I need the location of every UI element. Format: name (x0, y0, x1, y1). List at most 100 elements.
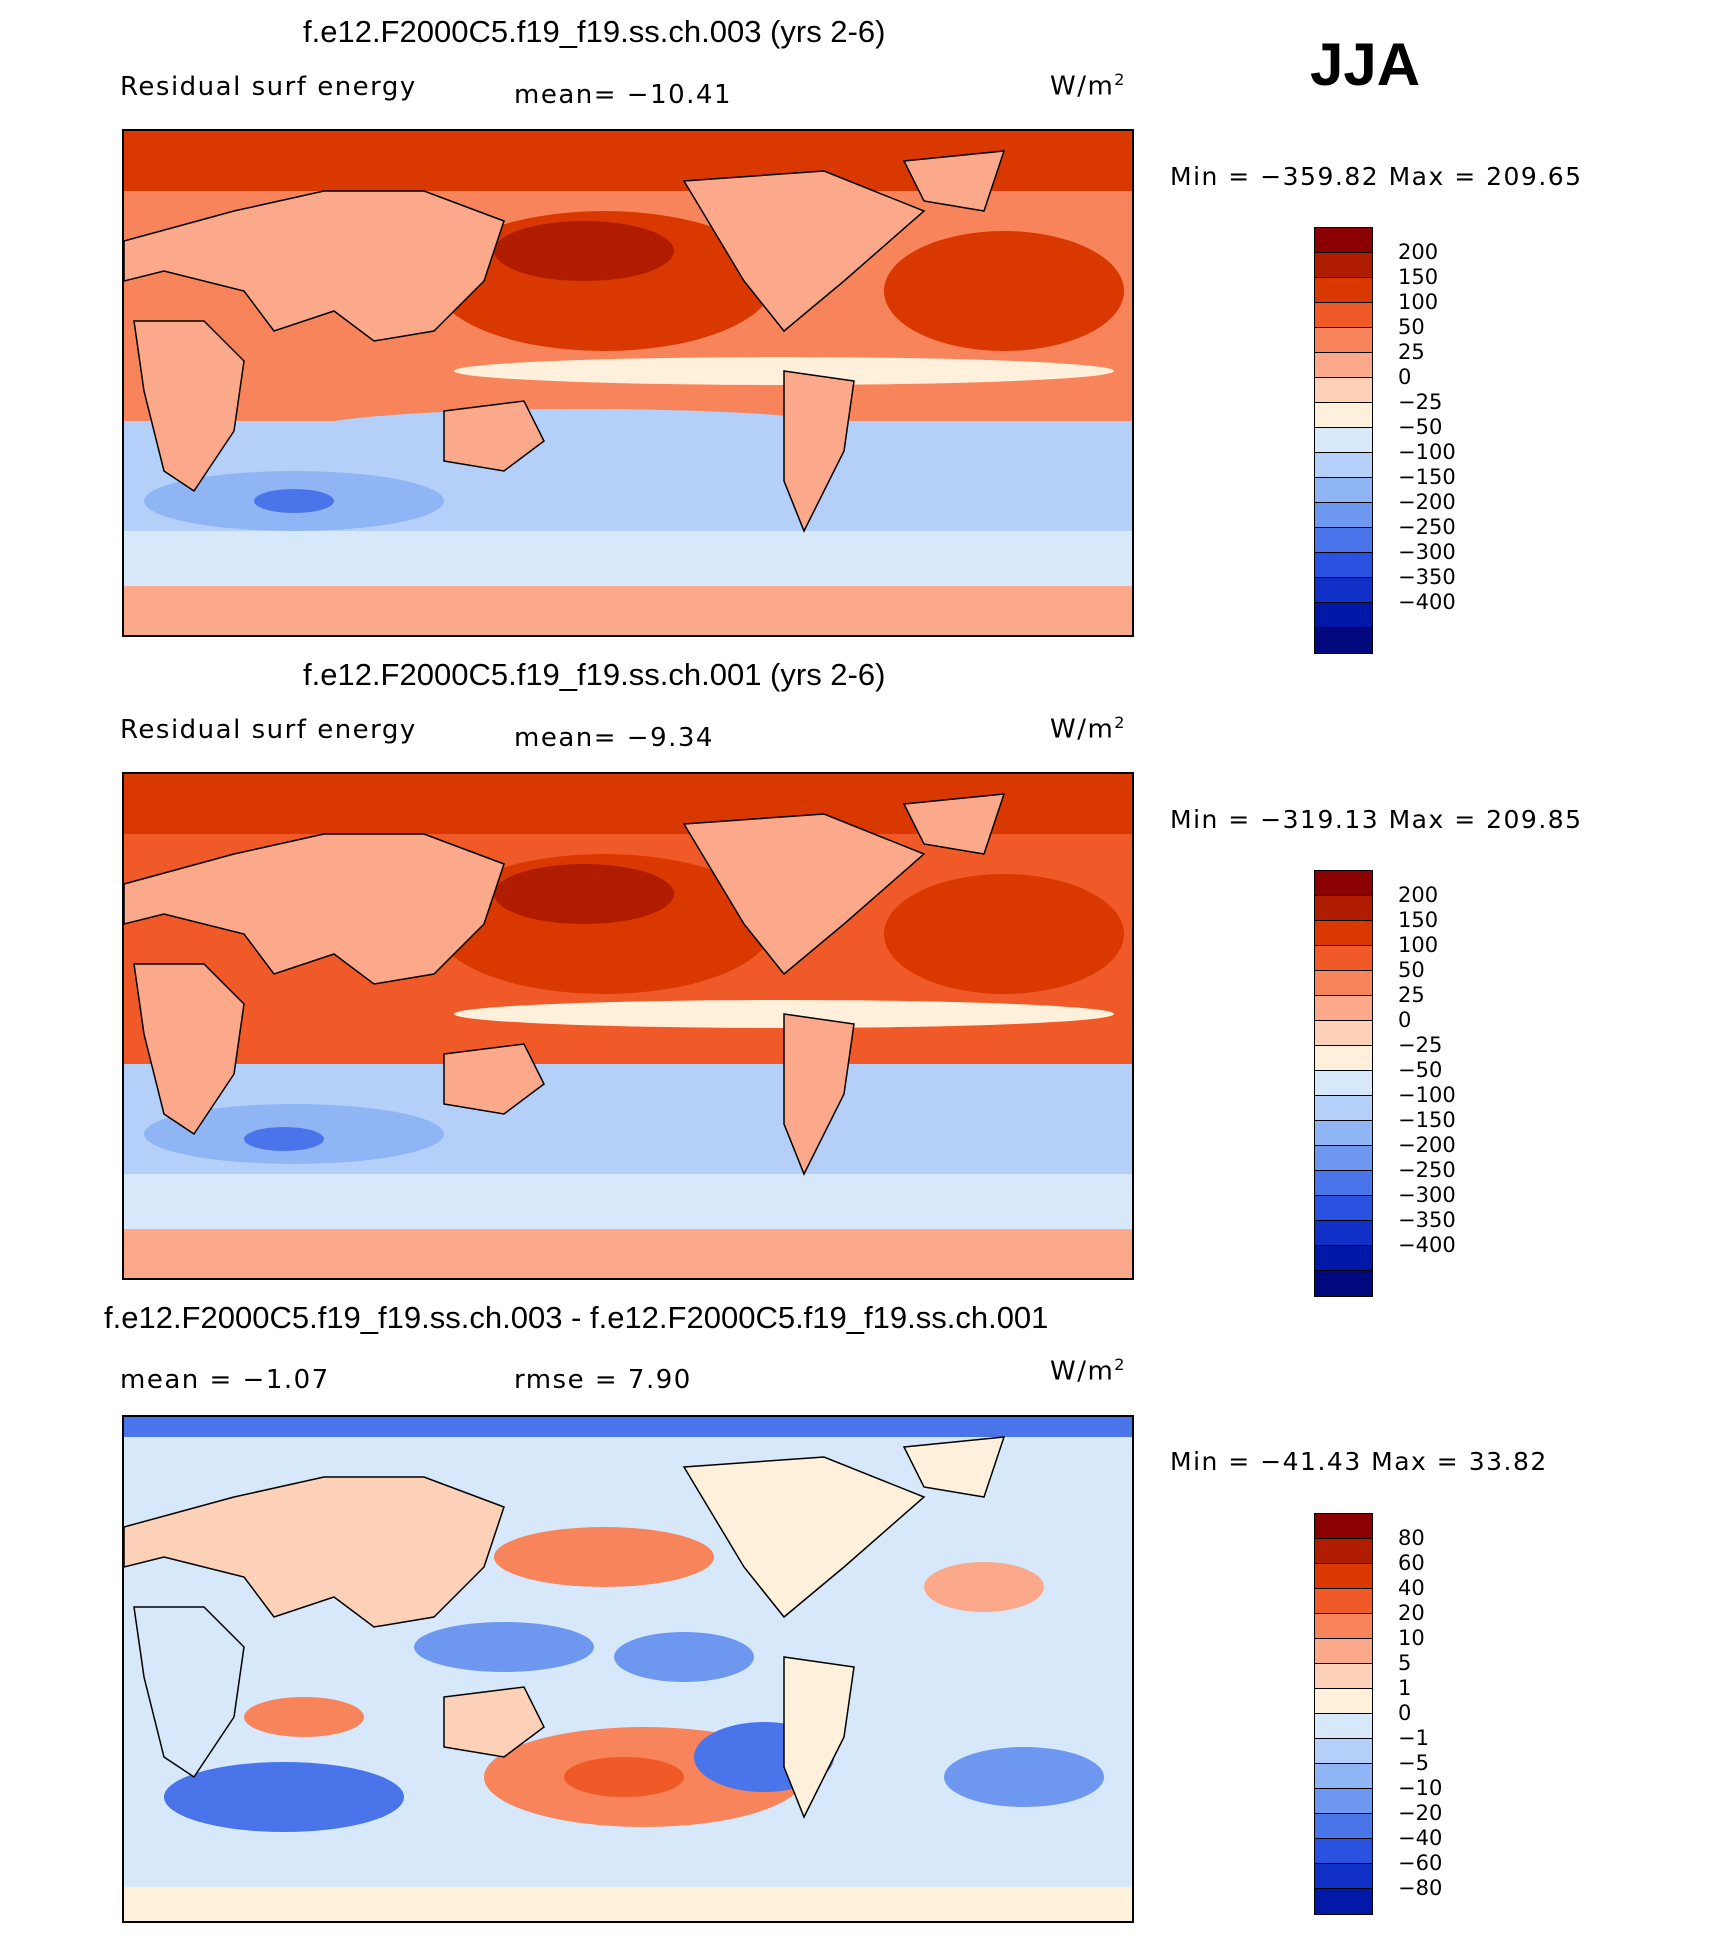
colorbar-tick-label: 0 (1398, 1701, 1412, 1725)
colorbar-swatch (1315, 1196, 1372, 1221)
colorbar-tick-label: 80 (1398, 1526, 1425, 1550)
colorbar-tick-label: −25 (1398, 1033, 1443, 1057)
panel-2-minmax: Min = −319.13 Max = 209.85 (1170, 805, 1583, 834)
colorbar-tick-label: 5 (1398, 1651, 1412, 1675)
panel-3-mean: mean = −1.07 (120, 1365, 330, 1395)
colorbar-swatch (1315, 1221, 1372, 1246)
colorbar-swatch (1315, 946, 1372, 971)
south-indian-cool (164, 1762, 404, 1832)
panel-2-colorbar (1314, 870, 1373, 1297)
panel-1-colorbar (1314, 227, 1373, 654)
panel-3-colorbar (1314, 1513, 1373, 1915)
panel-3-minmax: Min = −41.43 Max = 33.82 (1170, 1447, 1548, 1476)
colorbar-swatch (1315, 453, 1372, 478)
colorbar-tick-label: 60 (1398, 1551, 1425, 1575)
indian-warm (244, 1697, 364, 1737)
south-pacific-core (564, 1757, 684, 1797)
north-atlantic-max (884, 874, 1124, 994)
colorbar-swatch (1315, 1739, 1372, 1764)
greenland-land (902, 150, 1006, 212)
panel-2-variable: Residual surf energy (120, 715, 417, 745)
colorbar-tick-label: 100 (1398, 933, 1439, 957)
australia-land (443, 1043, 545, 1115)
colorbar-tick-label: −25 (1398, 390, 1443, 414)
colorbar-swatch (1315, 1121, 1372, 1146)
panel-3-title: f.e12.F2000C5.f19_f19.ss.ch.003 - f.e12.… (104, 1300, 1049, 1335)
colorbar-swatch (1315, 1071, 1372, 1096)
antarctica (124, 1229, 1132, 1278)
north-pacific-core (494, 864, 674, 924)
colorbar-swatch (1315, 1539, 1372, 1564)
colorbar-tick-label: −10 (1398, 1776, 1443, 1800)
colorbar-swatch (1315, 1639, 1372, 1664)
colorbar-tick-label: −80 (1398, 1876, 1443, 1900)
colorbar-tick-label: −1 (1398, 1726, 1429, 1750)
colorbar-tick-label: −250 (1398, 1158, 1456, 1182)
south-indian-core (254, 489, 334, 513)
colorbar-swatch (1315, 1171, 1372, 1196)
panel-1-map-svg (124, 131, 1132, 635)
colorbar-tick-label: −350 (1398, 565, 1456, 589)
colorbar-swatch (1315, 228, 1372, 253)
north-atlantic-warm (924, 1562, 1044, 1612)
colorbar-swatch (1315, 1764, 1372, 1789)
colorbar-tick-label: −300 (1398, 540, 1456, 564)
colorbar-tick-label: −40 (1398, 1826, 1443, 1850)
australia-land (443, 400, 545, 472)
colorbar-swatch (1315, 1589, 1372, 1614)
colorbar-swatch (1315, 1096, 1372, 1121)
colorbar-swatch (1315, 403, 1372, 428)
colorbar-tick-label: −400 (1398, 1233, 1456, 1257)
eurasia-land (124, 833, 505, 985)
colorbar-swatch (1315, 1046, 1372, 1071)
antarctica (124, 586, 1132, 635)
greenland-land (902, 793, 1006, 855)
colorbar-swatch (1315, 578, 1372, 603)
colorbar-tick-label: 200 (1398, 240, 1439, 264)
eurasia-land (124, 1476, 505, 1628)
colorbar-swatch (1315, 503, 1372, 528)
panel-3-rmse: rmse = 7.90 (514, 1365, 692, 1395)
colorbar-tick-label: −20 (1398, 1801, 1443, 1825)
panel-2-map-svg (124, 774, 1132, 1278)
colorbar-tick-label: −250 (1398, 515, 1456, 539)
colorbar-tick-label: 40 (1398, 1576, 1425, 1600)
colorbar-swatch (1315, 1564, 1372, 1589)
colorbar-tick-label: −200 (1398, 490, 1456, 514)
south-america-land (783, 1013, 855, 1176)
eurasia-land (124, 190, 505, 342)
colorbar-swatch (1315, 1271, 1372, 1296)
colorbar-tick-label: −50 (1398, 1058, 1443, 1082)
panel-3-units: W/m2 (1050, 1355, 1126, 1387)
colorbar-tick-label: 25 (1398, 340, 1425, 364)
colorbar-tick-label: −150 (1398, 1108, 1456, 1132)
colorbar-swatch (1315, 871, 1372, 896)
colorbar-swatch (1315, 253, 1372, 278)
colorbar-swatch (1315, 1614, 1372, 1639)
africa-land (133, 320, 245, 493)
south-indian-core (244, 1127, 324, 1151)
colorbar-tick-label: 1 (1398, 1676, 1412, 1700)
colorbar-tick-label: 150 (1398, 908, 1439, 932)
north-america-land (682, 170, 926, 333)
greenland-land (902, 1436, 1006, 1498)
arctic-band (124, 1417, 1132, 1437)
panel-1-units: W/m2 (1050, 70, 1126, 102)
panel-3-map-svg (124, 1417, 1132, 1921)
panel-2-title: f.e12.F2000C5.f19_f19.ss.ch.001 (yrs 2-6… (303, 657, 886, 692)
colorbar-tick-label: −5 (1398, 1751, 1429, 1775)
colorbar-swatch (1315, 428, 1372, 453)
colorbar-swatch (1315, 528, 1372, 553)
colorbar-swatch (1315, 921, 1372, 946)
south-america-land (783, 370, 855, 533)
north-atlantic-max (884, 231, 1124, 351)
colorbar-swatch (1315, 328, 1372, 353)
colorbar-tick-label: −350 (1398, 1208, 1456, 1232)
central-pacific-cool (614, 1632, 754, 1682)
africa-land (133, 963, 245, 1136)
panel-1-mean: mean= −10.41 (514, 80, 733, 110)
colorbar-tick-label: 20 (1398, 1601, 1425, 1625)
colorbar-swatch (1315, 1889, 1372, 1914)
colorbar-tick-label: 150 (1398, 265, 1439, 289)
colorbar-swatch (1315, 1146, 1372, 1171)
